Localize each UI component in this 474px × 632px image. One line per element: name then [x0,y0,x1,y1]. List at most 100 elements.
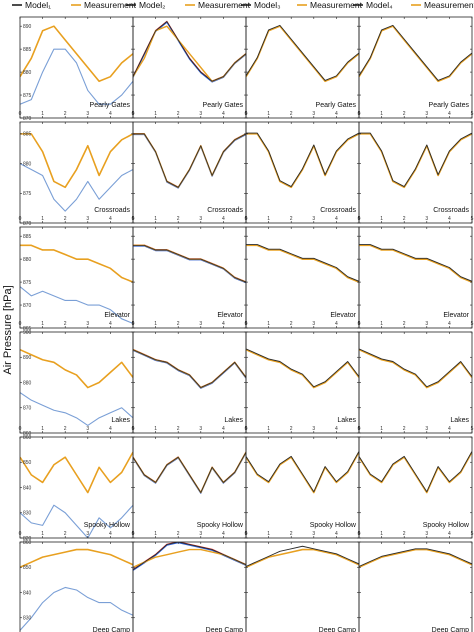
location-label: Pearly Gates [203,102,244,109]
legend-label: Measurement [198,0,251,10]
legend-label: Model₂ [139,0,165,10]
x-tick-label: 3 [312,426,315,432]
model-line [246,348,359,388]
y-tick-label: 875 [23,93,32,99]
x-tick-label: 2 [403,321,406,327]
legend: Model₁ Measurement Model₂ Measurement Model₃… [12,0,474,10]
location-label: Spooky Hollow [197,522,244,529]
model-line [359,132,472,187]
x-tick-label: 2 [290,426,293,432]
x-tick-label: 0 [358,111,361,117]
x-tick-label: 2 [64,426,67,432]
x-tick-label: 4 [448,426,451,432]
model-line [20,392,133,426]
x-tick-label: 3 [86,111,89,117]
location-label: Crossroads [207,207,243,214]
x-tick-label: 1 [154,216,157,222]
y-tick-label: 880 [23,257,32,263]
location-label: Pearly Gates [429,102,470,109]
x-tick-label: 1 [380,426,383,432]
model-line-blue [133,245,246,284]
model-line [359,451,472,493]
y-tick-label: 865 [23,326,32,332]
y-tick-label: 860 [23,540,32,546]
panel-frame [19,541,134,632]
x-tick-label: 0 [358,321,361,327]
x-tick-label: 2 [403,531,406,537]
measurement-line [133,244,246,283]
x-tick-label: 1 [380,111,383,117]
panel-frame [132,541,247,632]
model-line [133,349,246,388]
x-tick-label: 4 [335,216,338,222]
y-tick-label: 850 [23,460,32,466]
panel-deep-camp-4: 012345Deep Camp [358,541,473,632]
x-tick-label: 2 [403,216,406,222]
location-label: Crossroads [320,207,356,214]
x-tick-label: 3 [425,426,428,432]
model-line [246,244,359,282]
y-tick-label: 890 [23,355,32,361]
x-tick-label: 2 [64,111,67,117]
panel-deep-camp-2: 012345Deep Camp [132,541,247,632]
model-line [246,132,359,187]
measurement-line [246,348,359,389]
location-label: Deep Camp [206,627,243,632]
x-tick-label: 2 [290,111,293,117]
location-label: Deep Camp [93,627,130,632]
legend-label: Measurement [424,0,474,10]
legend-item: Measurement [297,0,363,10]
y-tick-label: 870 [23,303,32,309]
y-tick-label: 885 [23,47,32,53]
x-tick-label: 3 [312,531,315,537]
x-tick-label: 3 [86,216,89,222]
y-tick-label: 840 [23,485,32,491]
legend-label: Model₄ [366,0,393,10]
x-tick-label: 3 [425,111,428,117]
legend-label: Model₃ [254,0,281,10]
location-label: Elevator [443,312,469,319]
x-tick-label: 5 [471,111,474,117]
y-tick-label: 890 [23,24,32,30]
location-label: Lakes [450,417,469,424]
legend-label: Model₁ [25,0,51,10]
x-tick-label: 4 [335,321,338,327]
x-tick-label: 4 [109,321,112,327]
measurement-line [133,25,246,82]
x-tick-label: 2 [177,216,180,222]
x-tick-label: 0 [132,216,135,222]
measurement-line [20,244,133,283]
x-tick-label: 2 [403,426,406,432]
y-tick-label: 880 [23,70,32,76]
x-tick-label: 3 [312,111,315,117]
x-tick-label: 4 [448,216,451,222]
x-tick-label: 0 [19,321,22,327]
x-tick-label: 1 [267,426,270,432]
x-tick-label: 1 [267,531,270,537]
x-tick-label: 1 [154,111,157,117]
location-label: Crossroads [94,207,130,214]
model-line [20,586,133,631]
panel-frame [358,121,473,224]
panel-deep-camp-3: 012345Deep Camp [245,541,360,632]
y-tick-label: 830 [23,616,32,622]
location-label: Spooky Hollow [310,522,357,529]
legend-item: Model₂ [126,0,165,10]
x-tick-label: 2 [177,321,180,327]
legend-item: Model₄ [353,0,393,10]
x-tick-label: 0 [358,216,361,222]
model-line [359,244,472,282]
x-tick-label: 3 [199,111,202,117]
x-tick-label: 2 [290,216,293,222]
x-tick-label: 2 [290,531,293,537]
model-line [359,24,472,81]
x-tick-label: 4 [335,531,338,537]
